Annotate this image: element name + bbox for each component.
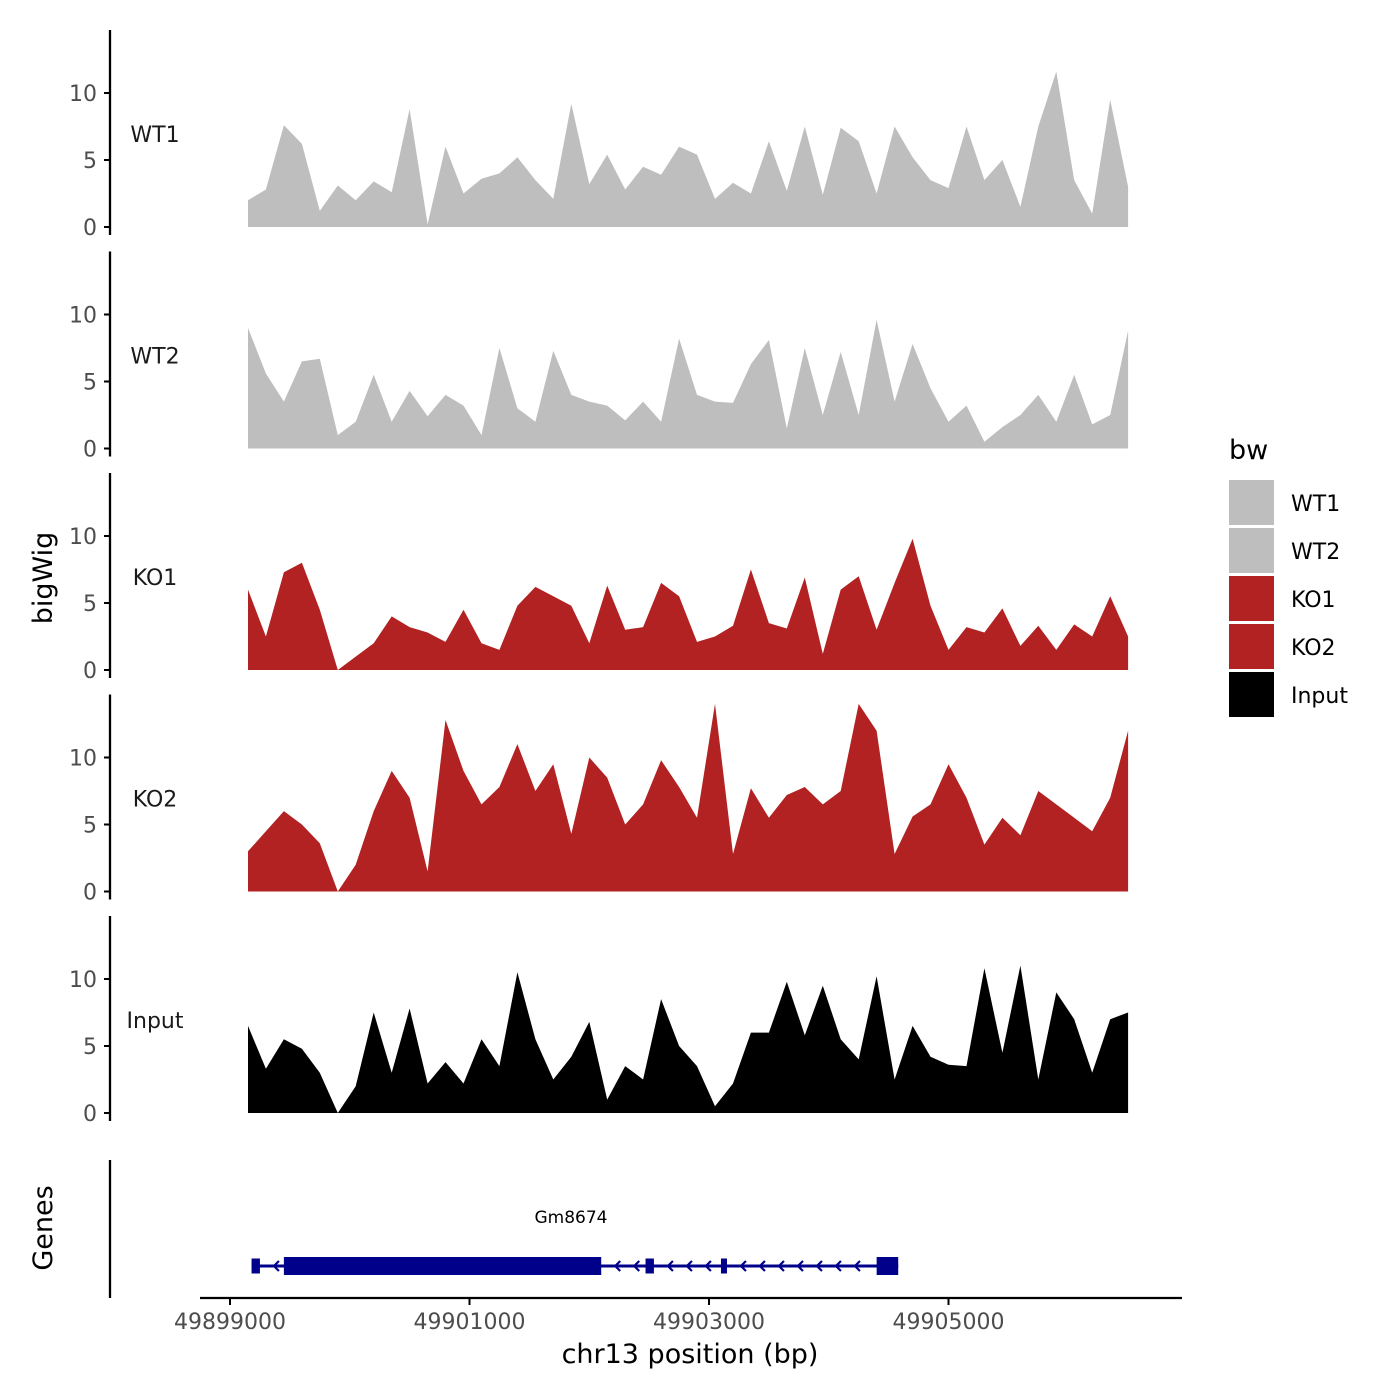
x-tick-label: 49899000: [174, 1310, 286, 1335]
coverage-area-wt1: [248, 71, 1129, 227]
track-ko1: 0 5 10 KO1: [69, 473, 1129, 684]
y-tick-label: 0: [83, 438, 97, 463]
legend-swatch-ko1: [1229, 576, 1274, 621]
strand-arrow: [834, 1260, 842, 1272]
legend-label-wt2: WT2: [1291, 540, 1340, 565]
legend-title: bw: [1229, 435, 1268, 466]
strand-arrow: [613, 1260, 622, 1272]
legend-swatch-wt2: [1229, 528, 1274, 573]
y-axis-title: bigWig: [28, 532, 59, 625]
strand-arrow: [666, 1260, 674, 1272]
y-tick-label: 10: [69, 304, 97, 329]
x-tick-label: 49903000: [653, 1310, 765, 1335]
track-ko2: 0 5 10 KO2: [69, 694, 1129, 906]
y-tick-label: 10: [69, 968, 97, 993]
y-tick-label: 5: [83, 592, 97, 617]
legend-swatch-wt1: [1229, 480, 1274, 525]
gene-exon: [251, 1258, 260, 1274]
x-axis: 49899000 49901000 49903000 49905000: [174, 1296, 1182, 1335]
x-axis-title: chr13 position (bp): [562, 1339, 819, 1370]
strand-arrow: [632, 1260, 641, 1272]
legend-label-wt1: WT1: [1291, 492, 1340, 517]
y-tick-label: 0: [83, 881, 97, 906]
gene-exon: [720, 1258, 727, 1274]
strand-arrow: [796, 1260, 804, 1272]
strand-arrow: [685, 1260, 693, 1272]
track-wt2: 0 5 10 WT2: [69, 251, 1129, 463]
x-tick-label: 49901000: [414, 1310, 526, 1335]
legend-label-input: Input: [1291, 684, 1348, 709]
strand-arrow: [704, 1260, 712, 1272]
y-tick-label: 0: [83, 216, 97, 241]
coverage-area-ko2: [248, 703, 1129, 892]
legend-swatch-ko2: [1229, 624, 1274, 669]
coverage-area-input: [248, 965, 1129, 1113]
strand-arrow: [777, 1260, 785, 1272]
y-tick-label: 10: [69, 525, 97, 550]
track-input: 0 5 10 Input: [69, 916, 1129, 1127]
legend-label-ko2: KO2: [1291, 636, 1336, 661]
y-tick-label: 5: [83, 371, 97, 396]
genes-panel: Gm8674: [108, 1160, 899, 1298]
gene-exon: [283, 1257, 602, 1275]
y-tick-label: 0: [83, 659, 97, 684]
track-label: KO1: [133, 566, 178, 591]
track-wt1: 0 5 10 WT1: [69, 30, 1129, 241]
coverage-area-ko1: [248, 538, 1129, 670]
y-tick-label: 5: [83, 149, 97, 174]
track-label: WT2: [130, 345, 179, 370]
coverage-area-wt2: [248, 319, 1129, 449]
genes-axis-title: Genes: [28, 1185, 59, 1270]
legend-swatch-input: [1229, 672, 1274, 717]
coverage-tracks: 0 5 10 WT1 0 5 10 WT2 0 5 10 KO1 0 5 10 KO2 0 5 10 Input: [69, 30, 1129, 1127]
y-tick-label: 5: [83, 1035, 97, 1060]
strand-arrow: [815, 1260, 823, 1272]
gene-exon: [645, 1258, 654, 1274]
y-tick-label: 0: [83, 1102, 97, 1127]
y-tick-label: 5: [83, 814, 97, 839]
legend: bw WT1 WT2 KO1 KO2 Input: [1229, 435, 1348, 717]
gene-exon: [876, 1257, 899, 1275]
track-label: WT1: [130, 123, 179, 148]
strand-arrow: [272, 1260, 280, 1272]
y-tick-label: 10: [69, 82, 97, 107]
x-tick-label: 49905000: [893, 1310, 1005, 1335]
y-tick-label: 10: [69, 747, 97, 772]
legend-label-ko1: KO1: [1291, 588, 1336, 613]
strand-arrow: [739, 1260, 747, 1272]
track-label: Input: [127, 1009, 184, 1034]
strand-arrow: [853, 1260, 861, 1272]
gene-name-label: Gm8674: [535, 1208, 608, 1228]
track-label: KO2: [133, 788, 178, 813]
strand-arrow: [758, 1260, 766, 1272]
